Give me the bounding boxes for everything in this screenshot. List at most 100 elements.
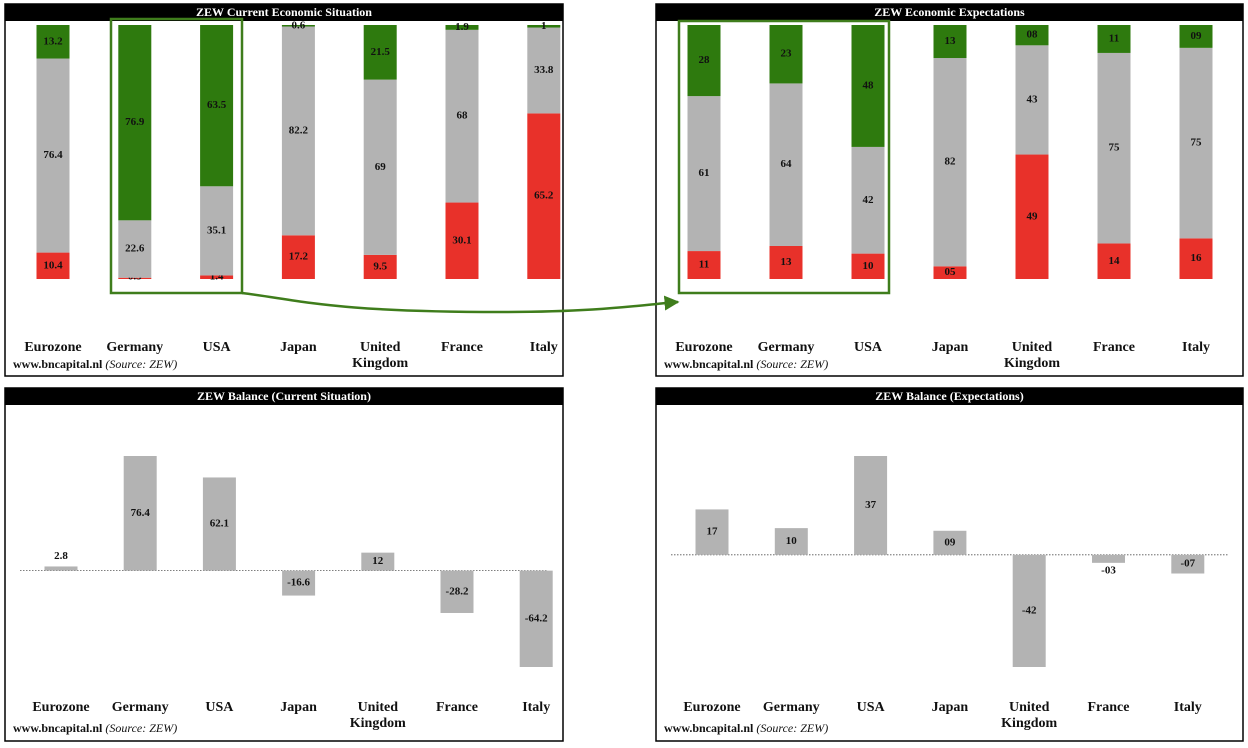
bar-segment xyxy=(527,27,561,114)
title-bar xyxy=(656,388,1243,405)
highlight-box xyxy=(109,17,244,295)
source-site: www.bncapital.nl xyxy=(664,357,754,371)
x-tick-label: United Kingdom xyxy=(349,700,406,731)
bar-segment xyxy=(687,96,721,252)
bar-segment xyxy=(769,245,803,279)
arrow xyxy=(241,291,680,314)
bar xyxy=(44,566,78,571)
data-label: 61 xyxy=(699,167,710,179)
data-label: 13 xyxy=(945,35,957,47)
data-label: 62.1 xyxy=(210,518,229,530)
bar-segment xyxy=(527,25,561,28)
x-tick-label: Eurozone xyxy=(683,700,741,715)
data-label: 35.1 xyxy=(207,224,226,236)
x-tick-label: United Kingdom xyxy=(1003,340,1060,371)
title-bar xyxy=(5,388,563,405)
data-label: 0.6 xyxy=(292,19,306,31)
bar-segment xyxy=(527,113,561,279)
data-label: 17 xyxy=(707,526,719,538)
data-label: 30.1 xyxy=(452,234,471,246)
data-label: -64.2 xyxy=(525,612,548,624)
bar xyxy=(854,456,888,555)
bar-segment xyxy=(118,220,152,278)
source-note: (Source: ZEW) xyxy=(756,357,829,371)
source: www.bncapital.nl (Source: ZEW) xyxy=(664,357,828,372)
bar xyxy=(123,456,157,571)
bar-segment xyxy=(1015,25,1049,46)
data-label: -28.2 xyxy=(446,585,469,597)
bar-segment xyxy=(1179,25,1213,48)
data-label: 43 xyxy=(1027,93,1039,105)
title-bar xyxy=(656,4,1243,21)
panel-border xyxy=(655,387,1244,742)
source: www.bncapital.nl (Source: ZEW) xyxy=(13,357,177,372)
data-label: 09 xyxy=(1191,30,1203,42)
bar-segment xyxy=(687,25,721,97)
x-tick-label: Italy xyxy=(522,700,551,715)
data-label: 76.9 xyxy=(125,116,145,128)
data-label: 05 xyxy=(945,266,957,278)
data-label: 68 xyxy=(457,110,469,122)
source-note: (Source: ZEW) xyxy=(105,357,178,371)
data-label: 33.8 xyxy=(534,64,554,76)
data-label: 75 xyxy=(1191,137,1203,149)
x-tick-label: Italy xyxy=(1173,700,1202,715)
data-label: 21.5 xyxy=(371,46,391,58)
source-site: www.bncapital.nl xyxy=(664,721,754,735)
data-label: -07 xyxy=(1180,558,1195,570)
x-tick-label: Eurozone xyxy=(675,340,733,355)
bar xyxy=(774,528,808,555)
data-label: 82 xyxy=(945,156,957,168)
data-label: 14 xyxy=(1109,255,1121,267)
x-tick-label: France xyxy=(436,700,478,715)
x-tick-label: USA xyxy=(856,700,885,715)
bar-segment xyxy=(281,25,315,27)
bar-segment xyxy=(1179,47,1213,239)
source-site: www.bncapital.nl xyxy=(13,357,103,371)
bar xyxy=(440,570,474,613)
data-label: 11 xyxy=(699,259,709,271)
source-note: (Source: ZEW) xyxy=(105,721,178,735)
highlight-box xyxy=(677,19,891,295)
data-label: 13.2 xyxy=(43,35,63,47)
bar xyxy=(695,509,729,555)
x-tick-label: Italy xyxy=(1182,340,1210,355)
x-tick-label: USA xyxy=(853,340,882,355)
bar-segment xyxy=(769,83,803,246)
bar xyxy=(361,552,395,571)
bar xyxy=(1092,554,1125,563)
x-tick-label: USA xyxy=(202,340,231,355)
x-tick-label: Germany xyxy=(111,700,169,715)
data-label: -42 xyxy=(1022,604,1037,616)
bar-segment xyxy=(1097,25,1131,53)
data-label: 48 xyxy=(863,79,875,91)
bar-segment xyxy=(1097,243,1131,279)
panel-border xyxy=(4,387,564,742)
data-label: 10 xyxy=(863,260,875,272)
bar-segment xyxy=(445,202,479,279)
bar-segment xyxy=(36,58,70,253)
bar-segment xyxy=(36,25,70,59)
data-label: 75 xyxy=(1109,142,1121,154)
x-tick-label: Japan xyxy=(280,700,317,715)
data-label: 22.6 xyxy=(125,243,145,255)
bar-segment xyxy=(1015,45,1049,155)
data-label: 63.5 xyxy=(207,99,227,111)
data-label: 9.5 xyxy=(373,260,387,272)
bar-segment xyxy=(36,252,70,279)
bar-segment xyxy=(363,79,397,255)
title-bar xyxy=(5,4,563,21)
data-label: 2.8 xyxy=(54,550,68,562)
x-tick-label: Eurozone xyxy=(24,340,82,355)
data-label: 12 xyxy=(372,555,384,567)
source-note: (Source: ZEW) xyxy=(756,721,829,735)
bar-segment xyxy=(200,25,234,187)
data-label: 13 xyxy=(781,256,793,268)
x-tick-label: France xyxy=(441,340,483,355)
x-tick-label: Germany xyxy=(106,340,164,355)
data-label: -16.6 xyxy=(287,577,310,589)
chart-title: ZEW Balance (Current Situation) xyxy=(197,389,371,403)
bar-segment xyxy=(118,277,152,279)
x-tick-label: Eurozone xyxy=(32,700,90,715)
x-tick-label: France xyxy=(1093,340,1135,355)
